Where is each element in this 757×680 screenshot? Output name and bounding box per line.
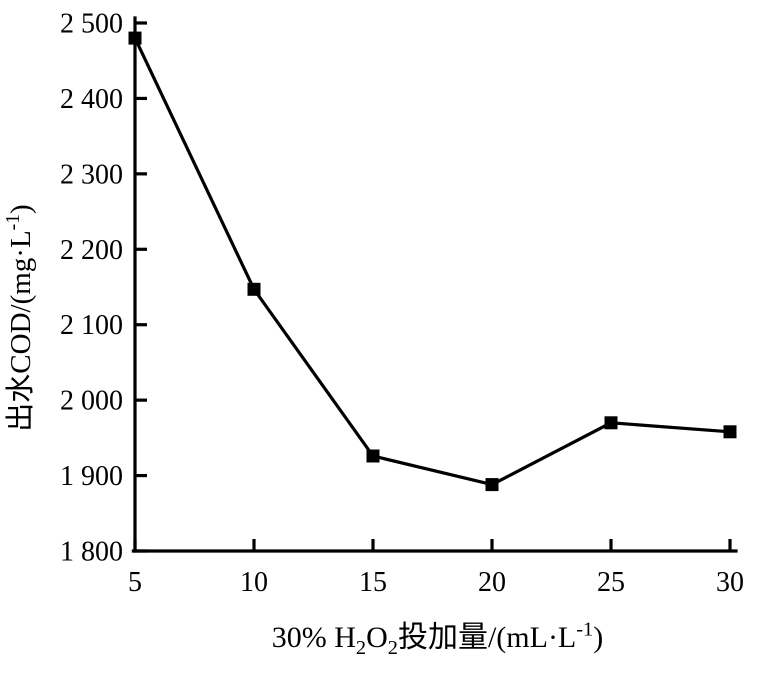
data-point-marker bbox=[366, 449, 380, 463]
tick-marks bbox=[133, 21, 732, 553]
data-series-line bbox=[133, 37, 731, 487]
y-tick-label: 2 100 bbox=[60, 310, 123, 341]
y-tick-labels: 1 800 1 900 2 000 2 100 2 200 2 300 2 400 2 500 bbox=[60, 9, 123, 568]
data-point-marker bbox=[128, 31, 142, 45]
y-tick-label: 1 900 bbox=[60, 461, 123, 492]
y-tick-label: 1 800 bbox=[60, 537, 123, 568]
x-tick-label: 10 bbox=[240, 567, 268, 598]
x-tick-label: 20 bbox=[478, 567, 506, 598]
y-axis-title: 出水COD/(mg·L-1) bbox=[2, 204, 37, 431]
x-tick-label: 30 bbox=[716, 567, 744, 598]
y-tick-label: 2 300 bbox=[60, 159, 123, 190]
y-tick-label: 2 200 bbox=[60, 235, 123, 266]
data-point-marker bbox=[485, 478, 499, 492]
y-tick-label: 2 400 bbox=[60, 84, 123, 115]
x-tick-label: 5 bbox=[128, 567, 142, 598]
data-point-markers bbox=[128, 31, 737, 492]
x-tick-labels: 5 10 15 20 25 30 bbox=[128, 567, 744, 598]
data-point-marker bbox=[723, 425, 737, 439]
data-point-marker bbox=[247, 282, 261, 296]
x-tick-label: 15 bbox=[359, 567, 387, 598]
x-tick-label: 25 bbox=[597, 567, 625, 598]
y-tick-label: 2 000 bbox=[60, 386, 123, 417]
axes bbox=[131, 16, 738, 553]
data-point-marker bbox=[604, 416, 618, 430]
y-tick-label: 2 500 bbox=[60, 9, 123, 40]
x-axis-title: 30% H2O2投加量/(mL·L-1) bbox=[272, 619, 604, 660]
